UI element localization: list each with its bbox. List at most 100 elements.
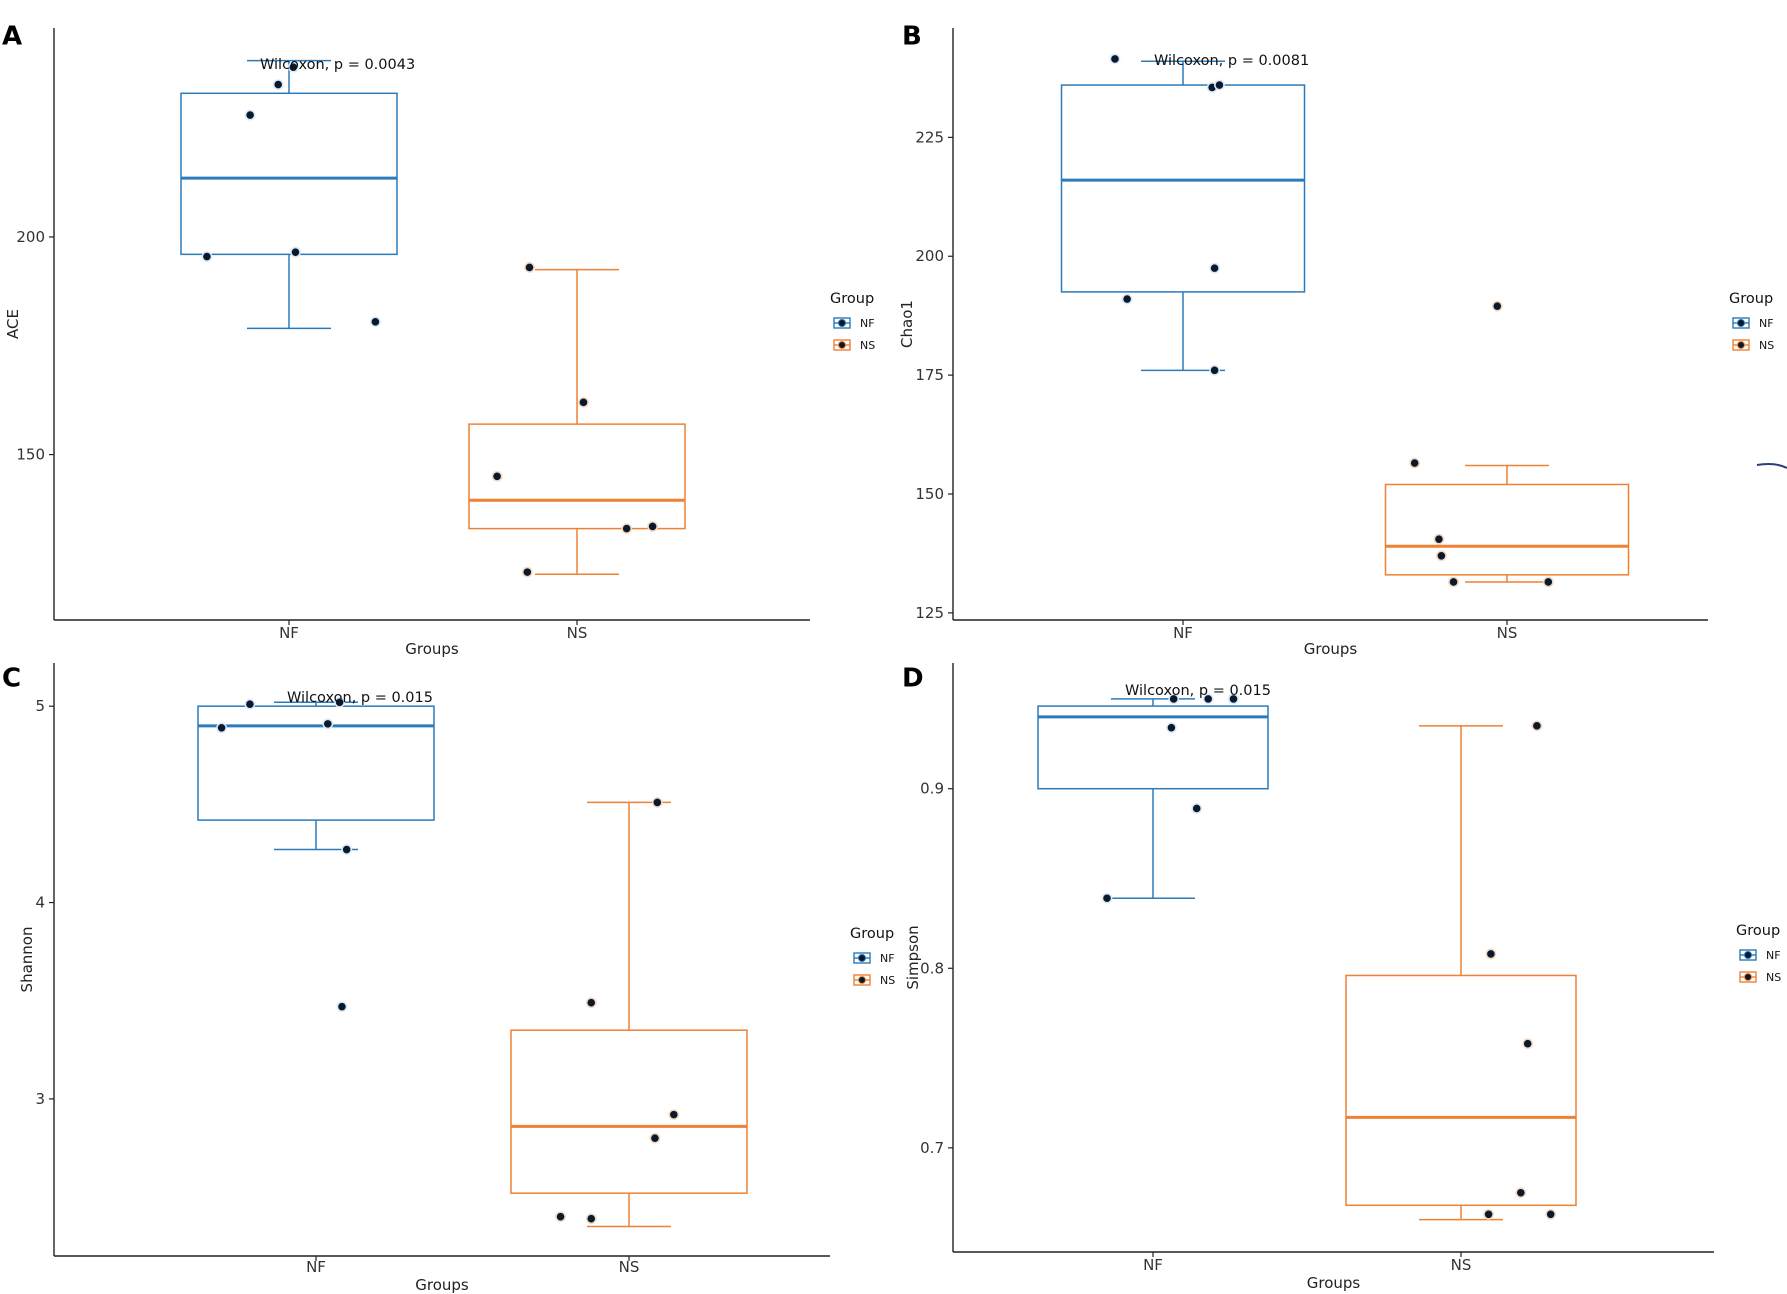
data-point-nf <box>1168 693 1180 705</box>
boxplot-nf <box>180 59 398 330</box>
legend-key-point <box>838 341 846 349</box>
legend-key-point <box>838 319 846 327</box>
data-point-ns <box>1515 1187 1527 1199</box>
legend: Group NF NS <box>830 291 875 352</box>
x-tick-label: NF <box>306 1258 326 1276</box>
data-point-ns <box>521 566 533 578</box>
data-point-nf <box>1166 722 1177 734</box>
legend-label-nf: NF <box>1766 949 1781 962</box>
wilcoxon-annotation: Wilcoxon, p = 0.015 <box>1125 683 1271 699</box>
data-point-nf <box>322 718 334 730</box>
legend: Group NF NS <box>850 926 895 987</box>
x-axis-title: Groups <box>1304 640 1358 658</box>
data-point-nf <box>201 251 213 262</box>
data-point-nf <box>334 696 345 708</box>
boxplot-nf <box>1060 60 1306 372</box>
data-point-ns <box>1409 457 1421 469</box>
legend-title: Group <box>1736 923 1780 939</box>
y-tick-label: 150 <box>915 485 944 503</box>
box-iqr <box>180 92 398 256</box>
data-point-nf <box>244 698 256 710</box>
legend-title: Group <box>850 926 894 942</box>
data-point-nf <box>1191 803 1203 814</box>
legend-label-ns: NS <box>880 974 895 987</box>
x-axis-title: Groups <box>415 1276 469 1294</box>
data-point-nf <box>244 109 256 121</box>
box-iqr <box>1384 483 1630 576</box>
box-iqr <box>1345 974 1577 1207</box>
legend-label-ns: NS <box>1759 339 1774 352</box>
data-point-nf <box>1121 293 1133 305</box>
y-tick-label: 5 <box>35 697 45 715</box>
legend-key-point <box>1744 973 1752 981</box>
y-tick-label: 125 <box>915 604 944 622</box>
legend-key-point <box>858 976 866 984</box>
panel-label: C <box>2 663 21 693</box>
x-tick-label: NS <box>1451 1256 1472 1274</box>
legend-label-ns: NS <box>1766 971 1781 984</box>
y-tick-label: 200 <box>16 228 45 246</box>
wilcoxon-annotation: Wilcoxon, p = 0.0043 <box>260 57 415 73</box>
y-tick-label: 0.9 <box>920 780 944 798</box>
data-point-ns <box>1483 1208 1494 1220</box>
x-tick-label: NS <box>567 624 588 642</box>
data-point-nf <box>1209 262 1220 274</box>
legend-title: Group <box>830 291 874 307</box>
boxplot-ns <box>468 268 686 576</box>
panel-label: D <box>902 663 924 693</box>
y-tick-label: 150 <box>16 446 45 464</box>
x-tick-label: NF <box>1143 1256 1163 1274</box>
data-point-ns <box>1433 533 1445 545</box>
x-tick-label: NF <box>1173 624 1193 642</box>
legend-label-nf: NF <box>860 317 875 330</box>
y-axis-title: ACE <box>4 309 22 339</box>
data-point-ns <box>524 262 535 273</box>
y-tick-label: 0.8 <box>920 959 944 977</box>
data-point-ns <box>668 1109 680 1121</box>
box-iqr <box>197 705 435 821</box>
y-axis-title: Chao1 <box>898 300 916 348</box>
data-point-ns <box>1448 576 1459 588</box>
data-point-ns <box>585 997 597 1009</box>
panel-label: A <box>2 21 22 51</box>
legend-key-point <box>1737 319 1745 327</box>
data-point-ns <box>621 523 633 534</box>
data-point-ns <box>578 396 589 408</box>
legend-key-point <box>1737 341 1745 349</box>
legend-label-nf: NF <box>1759 317 1774 330</box>
data-point-ns <box>585 1213 597 1225</box>
box-iqr <box>468 423 686 530</box>
box-iqr <box>510 1029 748 1194</box>
legend-key-point <box>858 954 866 962</box>
y-axis-title: Simpson <box>904 925 922 989</box>
box-iqr <box>1060 84 1306 293</box>
data-point-ns <box>1531 720 1543 732</box>
y-tick-label: 4 <box>35 894 45 912</box>
boxplot-ns <box>1345 725 1577 1221</box>
data-point-ns <box>1545 1208 1557 1220</box>
data-point-nf <box>272 79 284 90</box>
legend-label-nf: NF <box>880 952 895 965</box>
boxplot-nf <box>197 701 435 851</box>
panel-a: A 150 200 NF NS Groups ACE Wilcoxon, p = 0.0043… <box>2 21 875 658</box>
y-tick-label: 0.7 <box>920 1139 944 1157</box>
data-point-ns <box>1522 1038 1534 1050</box>
x-tick-label: NS <box>619 1258 640 1276</box>
panel-b: B 125 150 175 200 225 NF NS Groups Chao1 Wilcoxon,… <box>898 21 1774 658</box>
y-tick-label: 200 <box>915 247 944 265</box>
x-axis-title: Groups <box>405 640 459 658</box>
data-point-nf <box>287 61 299 73</box>
legend-label-ns: NS <box>860 339 875 352</box>
data-point-ns <box>491 470 503 482</box>
data-point-ns <box>1542 576 1554 588</box>
data-point-nf <box>336 1001 348 1013</box>
data-point-ns <box>649 1132 661 1144</box>
x-tick-label: NF <box>279 624 299 642</box>
boxplot-ns <box>510 801 748 1228</box>
wilcoxon-annotation: Wilcoxon, p = 0.0081 <box>1154 53 1309 69</box>
boxplot-nf <box>1037 698 1269 899</box>
y-tick-label: 175 <box>915 366 944 384</box>
legend: Group NF NS <box>1736 923 1781 984</box>
legend-key-point <box>1744 951 1752 959</box>
